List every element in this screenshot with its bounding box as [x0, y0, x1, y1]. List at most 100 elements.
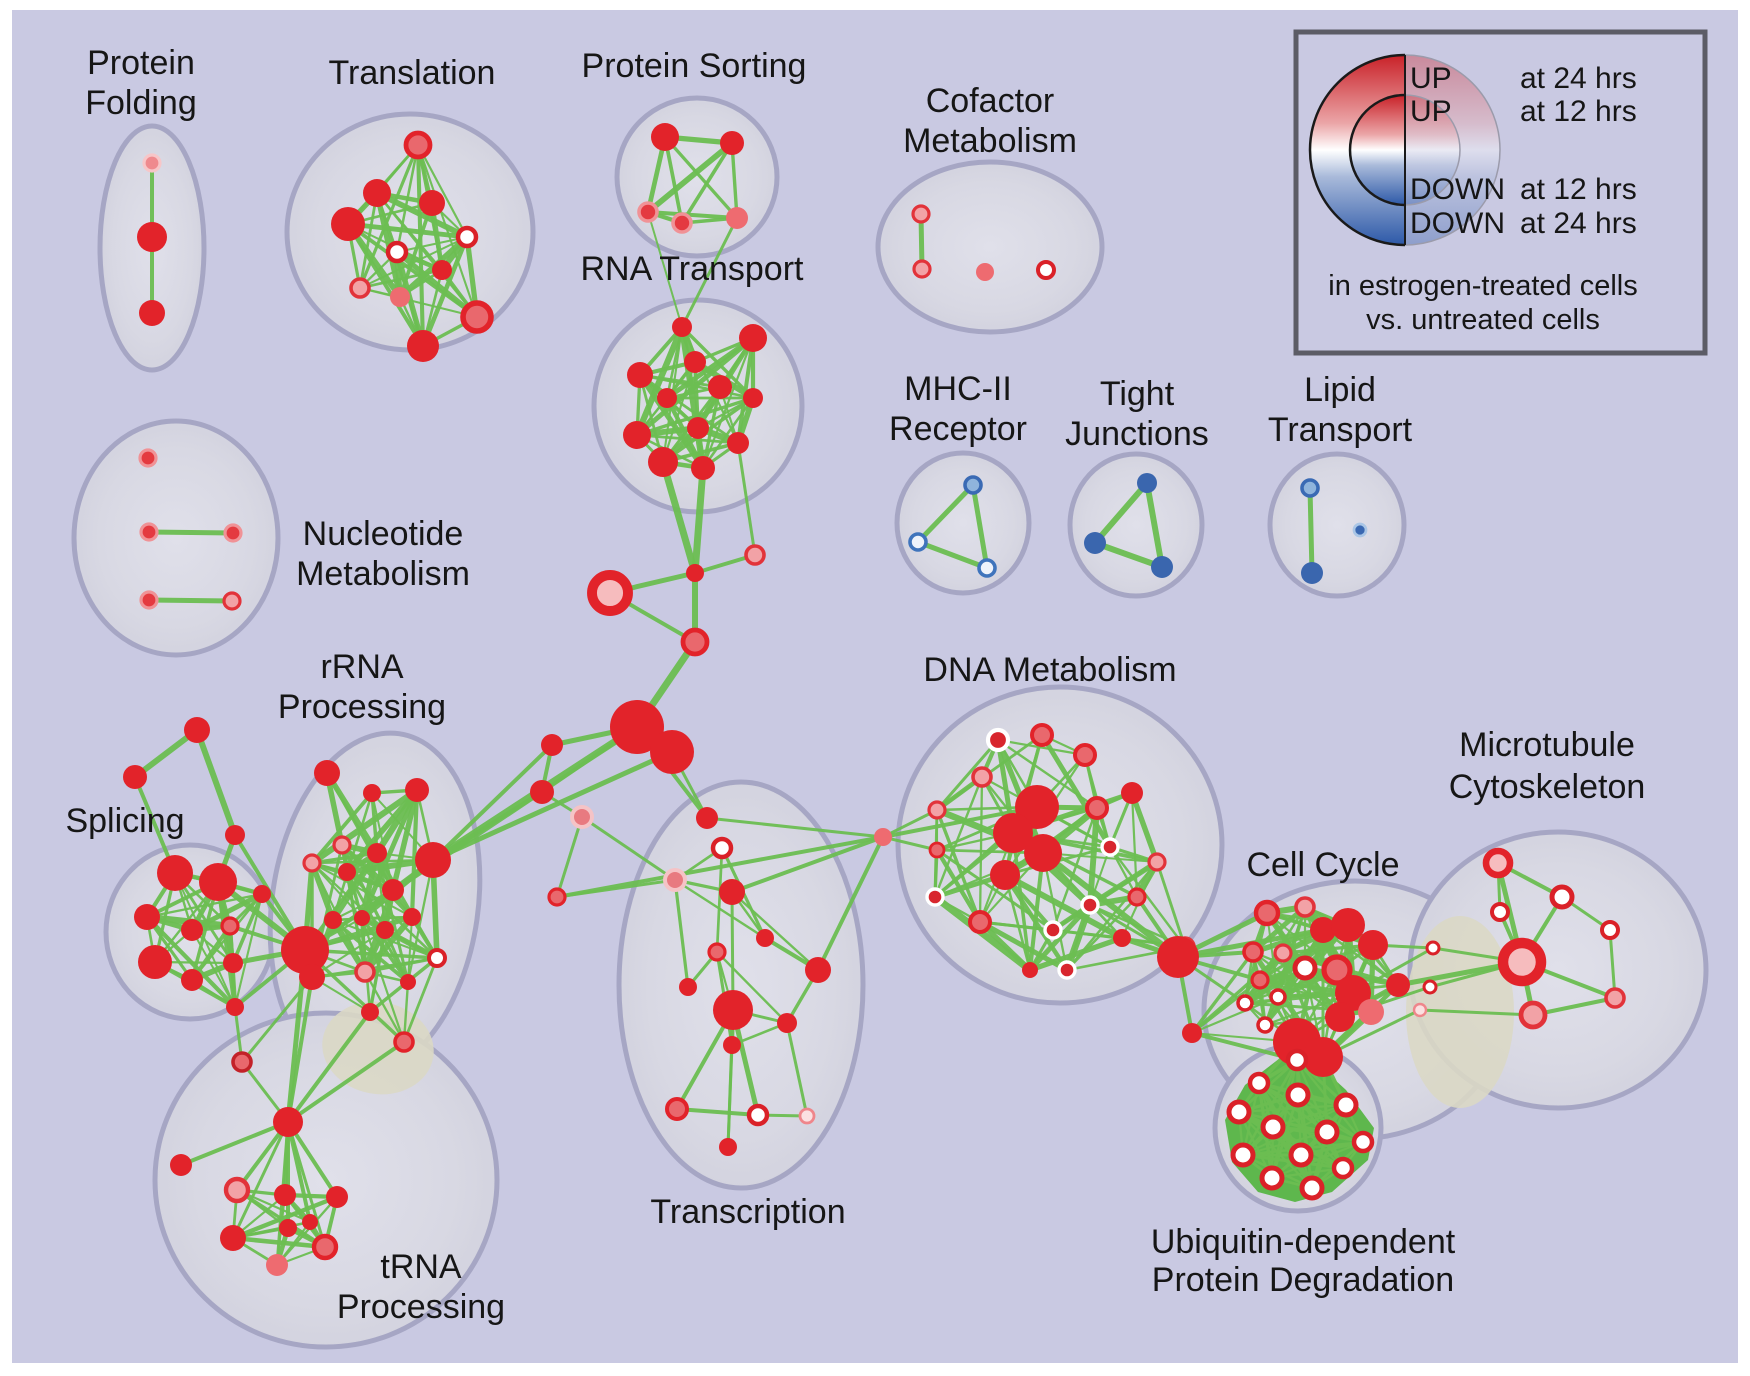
node — [332, 835, 352, 855]
edge — [374, 190, 470, 240]
edge — [1418, 1008, 1535, 1017]
node — [1273, 943, 1293, 963]
node — [139, 300, 165, 326]
node — [1422, 979, 1438, 995]
node — [1303, 1037, 1343, 1077]
edge — [881, 808, 939, 839]
edge — [635, 433, 740, 445]
node — [587, 570, 633, 616]
node — [223, 523, 243, 543]
node — [253, 885, 271, 903]
node — [908, 532, 928, 552]
cluster-label-lip: Lipid — [1304, 371, 1376, 409]
cluster-label-rt: RNA Transport — [581, 250, 805, 288]
node — [687, 417, 709, 439]
edge — [402, 956, 439, 1044]
node — [363, 784, 381, 802]
edge — [1065, 895, 1139, 972]
node — [199, 863, 237, 901]
edge — [1296, 1059, 1344, 1169]
node — [610, 700, 664, 754]
node — [530, 780, 554, 804]
edge — [915, 539, 990, 571]
node — [927, 800, 947, 820]
node — [326, 1186, 348, 1208]
edge — [1129, 790, 1160, 865]
node — [1333, 1092, 1359, 1118]
node — [403, 908, 421, 926]
node — [912, 259, 932, 279]
node — [977, 558, 997, 578]
node — [1250, 970, 1270, 990]
node — [756, 929, 774, 947]
node — [925, 887, 945, 907]
edge — [1130, 791, 1139, 899]
node — [376, 921, 394, 939]
node — [1285, 1048, 1309, 1072]
node — [354, 961, 376, 983]
node — [299, 964, 325, 990]
edge — [785, 1021, 809, 1118]
edge — [362, 914, 415, 975]
edge — [396, 236, 468, 253]
node — [137, 222, 167, 252]
node — [349, 277, 371, 299]
edge — [146, 529, 236, 536]
edge — [701, 396, 755, 470]
node — [1425, 940, 1441, 956]
node — [1253, 899, 1281, 927]
node — [1321, 954, 1353, 986]
node — [1497, 937, 1547, 987]
edge — [736, 441, 757, 557]
cluster-label-trna: tRNA — [380, 1248, 462, 1286]
node — [231, 1051, 253, 1073]
node — [220, 1225, 246, 1251]
cluster-ellipse-tj — [1067, 451, 1205, 599]
edge — [1155, 860, 1187, 949]
cluster-ellipse-tr — [616, 779, 866, 1191]
edge — [394, 249, 426, 349]
edge — [680, 216, 739, 329]
node — [541, 734, 563, 756]
node — [123, 765, 147, 789]
edge — [231, 1220, 312, 1240]
edge — [146, 597, 235, 604]
edge — [286, 975, 314, 1124]
cluster-label-dna: DNA Metabolism — [923, 651, 1176, 689]
node — [1057, 960, 1077, 980]
edge — [416, 143, 469, 239]
edge — [933, 775, 984, 899]
node — [222, 591, 242, 611]
node — [726, 207, 748, 229]
node — [1412, 1002, 1428, 1018]
edge — [1040, 850, 1181, 960]
edge — [635, 396, 755, 437]
node — [138, 945, 172, 979]
edge — [935, 848, 1055, 932]
node — [157, 855, 193, 891]
node — [1300, 478, 1320, 498]
edge — [1108, 845, 1187, 949]
edge — [1307, 485, 1315, 576]
edge — [1144, 480, 1165, 570]
edge — [194, 727, 238, 838]
node — [680, 627, 710, 657]
edge — [1338, 985, 1432, 1019]
cluster-ellipse-lip — [1267, 451, 1407, 599]
node — [570, 805, 594, 829]
edge — [1027, 902, 1093, 973]
cluster-ellipse-ps — [614, 95, 780, 259]
node — [324, 911, 342, 929]
edge — [360, 916, 406, 1044]
edge — [430, 749, 675, 863]
node — [1285, 1082, 1311, 1108]
node — [719, 879, 745, 905]
legend-circle-inner-right — [1405, 95, 1460, 205]
edge — [1270, 1058, 1299, 1180]
cluster-label-ps: Protein Sorting — [582, 47, 807, 85]
node — [720, 131, 744, 155]
node — [1352, 522, 1368, 538]
node — [1226, 1099, 1252, 1125]
node — [684, 351, 706, 373]
